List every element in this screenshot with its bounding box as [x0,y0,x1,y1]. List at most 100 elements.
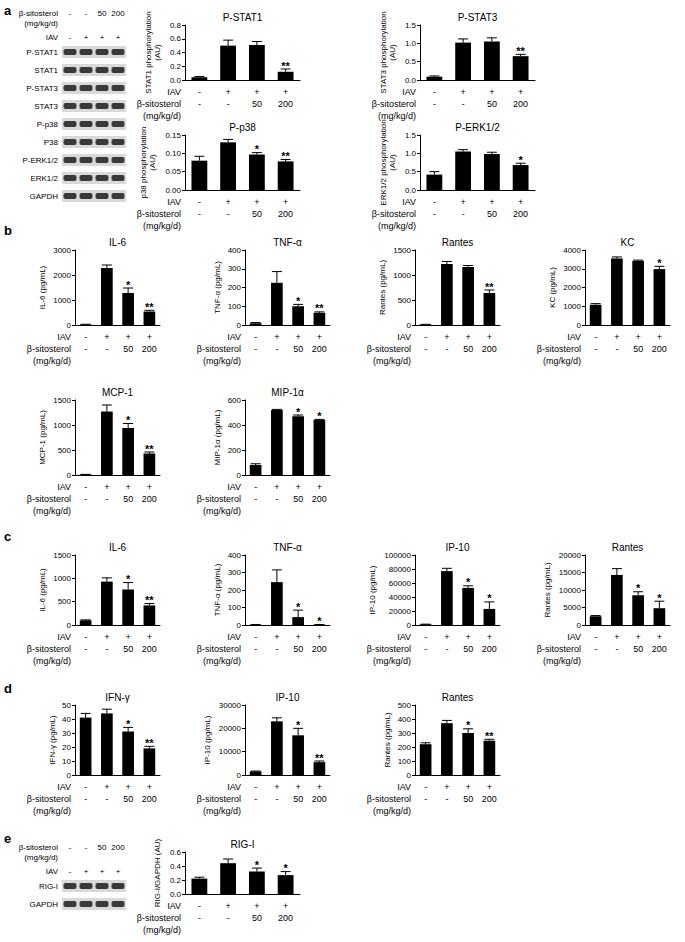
svg-text:-: - [254,632,257,642]
svg-text:50: 50 [123,344,133,354]
svg-text:*: * [466,719,471,731]
svg-text:+: + [487,632,492,642]
svg-text:P-STAT3: P-STAT3 [26,84,58,93]
svg-text:+: + [460,197,465,207]
svg-text:1000: 1000 [563,302,581,311]
svg-text:+: + [657,632,662,642]
svg-text:*: * [317,410,322,422]
svg-text:200: 200 [513,209,528,219]
svg-text:-: - [424,632,427,642]
svg-text:*: * [317,615,322,627]
svg-text:100000: 100000 [384,551,411,560]
svg-text:IAV: IAV [567,332,581,342]
svg-text:P-p38: P-p38 [37,120,59,129]
svg-text:**: ** [485,281,494,293]
svg-text:1500: 1500 [53,396,71,405]
svg-text:1.0: 1.0 [405,39,417,48]
svg-text:40000: 40000 [389,593,412,602]
svg-text:10000: 10000 [559,586,582,595]
svg-text:400: 400 [228,246,242,255]
svg-text:4000: 4000 [563,246,581,255]
svg-text:+: + [125,632,130,642]
svg-text:**: ** [281,60,290,72]
svg-text:0: 0 [67,771,72,780]
svg-text:+: + [465,632,470,642]
svg-text:MIP-1α (pg/mL): MIP-1α (pg/mL) [213,409,222,465]
svg-text:+: + [489,197,494,207]
svg-text:d: d [4,681,12,696]
svg-text:200: 200 [111,843,125,852]
svg-text:-: - [254,344,257,354]
svg-text:*: * [466,576,471,588]
svg-text:IAV: IAV [46,867,59,876]
svg-text:-: - [227,99,230,109]
svg-text:50: 50 [123,644,133,654]
svg-text:IAV: IAV [227,482,241,492]
svg-text:-: - [275,494,278,504]
svg-text:*: * [126,718,131,730]
svg-text:+: + [147,332,152,342]
svg-text:0: 0 [237,771,242,780]
svg-text:-: - [424,794,427,804]
svg-text:-: - [69,33,72,42]
svg-text:20: 20 [62,743,71,752]
svg-text:+: + [104,782,109,792]
svg-text:50: 50 [487,99,497,109]
svg-text:β-sitosterol: β-sitosterol [537,344,581,354]
svg-text:(AU): (AU) [388,154,397,171]
svg-text:+: + [295,782,300,792]
svg-text:β-sitosterol: β-sitosterol [197,644,241,654]
svg-text:200: 200 [142,644,157,654]
svg-text:**: ** [485,730,494,742]
svg-text:50: 50 [123,494,133,504]
svg-text:+: + [444,782,449,792]
svg-text:IAV: IAV [167,197,181,207]
svg-text:60000: 60000 [389,579,412,588]
svg-text:(mg/kg/d): (mg/kg/d) [24,853,58,862]
svg-text:50: 50 [463,344,473,354]
svg-text:IAV: IAV [397,782,411,792]
svg-text:+: + [614,332,619,342]
svg-text:+: + [489,87,494,97]
svg-text:-: - [84,494,87,504]
svg-text:(mg/kg/d): (mg/kg/d) [203,656,241,666]
svg-text:*: * [126,414,131,426]
svg-text:3000: 3000 [53,246,71,255]
svg-text:STAT3: STAT3 [34,102,58,111]
svg-text:+: + [116,867,121,876]
svg-text:IAV: IAV [46,33,59,42]
svg-text:-: - [254,482,257,492]
svg-text:+: + [283,901,288,911]
svg-text:50: 50 [463,644,473,654]
svg-text:(mg/kg/d): (mg/kg/d) [378,221,416,231]
svg-text:-: - [105,794,108,804]
svg-text:100: 100 [398,757,412,766]
svg-text:200: 200 [482,344,497,354]
svg-text:400: 400 [228,421,242,430]
svg-text:1.5: 1.5 [405,131,417,140]
svg-text:3000: 3000 [563,264,581,273]
svg-text:*: * [657,592,662,604]
svg-text:200: 200 [111,9,125,18]
svg-text:1.0: 1.0 [405,149,417,158]
svg-text:RIG-I: RIG-I [39,882,58,891]
svg-text:e: e [4,831,11,846]
svg-text:p38 phosphorylation: p38 phosphorylation [139,126,148,198]
svg-text:β-sitosterol: β-sitosterol [27,494,71,504]
svg-text:TNF-α (pg/mL): TNF-α (pg/mL) [213,563,222,616]
svg-text:100: 100 [228,302,242,311]
svg-text:β-sitosterol: β-sitosterol [197,344,241,354]
svg-text:0.2: 0.2 [170,62,182,71]
svg-text:-: - [433,197,436,207]
svg-text:600: 600 [228,396,242,405]
svg-text:0.4: 0.4 [170,48,182,57]
svg-text:50: 50 [293,344,303,354]
svg-text:-: - [105,494,108,504]
svg-text:0: 0 [67,471,72,480]
svg-text:+: + [125,782,130,792]
svg-text:0.5: 0.5 [405,57,417,66]
svg-text:200: 200 [312,794,327,804]
svg-text:0: 0 [407,771,412,780]
svg-text:*: * [126,279,131,291]
svg-text:1000: 1000 [53,296,71,305]
